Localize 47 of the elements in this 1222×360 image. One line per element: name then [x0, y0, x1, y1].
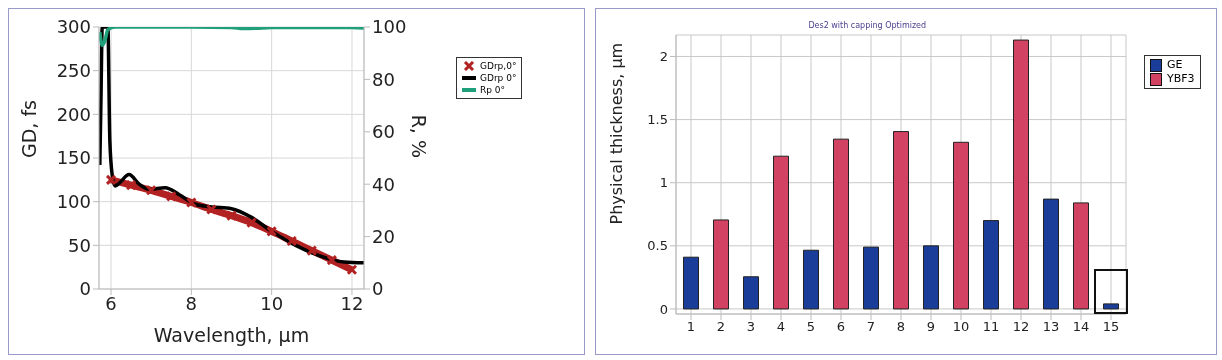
y-tick-label: 50 — [68, 234, 91, 256]
x-tick-label: 12 — [1012, 319, 1030, 335]
x-tick-label: 7 — [866, 319, 876, 335]
y2-tick-label: 40 — [372, 173, 395, 195]
x-tick-label: 4 — [776, 319, 786, 335]
y2-tick-label: 100 — [372, 16, 407, 38]
y-tick-label: 1 — [659, 175, 668, 191]
x-tick-label: 9 — [926, 319, 936, 335]
x-tick-label: 10 — [260, 292, 284, 314]
y2-tick-label: 60 — [372, 121, 395, 143]
legend-label: Rp 0° — [479, 84, 507, 96]
y-tick-label: 0.5 — [647, 238, 668, 254]
x-tick-label: 12 — [340, 292, 364, 314]
x-tick-label: 5 — [806, 319, 816, 335]
y-tick-label: 2 — [659, 49, 668, 65]
y2-tick-label: 80 — [372, 68, 395, 90]
y-tick-label: 0 — [659, 301, 668, 317]
y-tick-label: 300 — [56, 16, 91, 38]
y-tick-label: 1.5 — [647, 112, 668, 128]
y2-tick-label: 0 — [372, 278, 384, 300]
x-tick-label: 11 — [982, 319, 1000, 335]
x-tick-label: 6 — [105, 292, 117, 314]
y-axis-title: Physical thickness, μm — [606, 42, 626, 225]
y-tick-label: 150 — [56, 147, 91, 169]
legend-label: YBF3 — [1166, 72, 1195, 86]
x-tick-label: 10 — [952, 319, 970, 335]
x-tick-label: 1 — [686, 319, 696, 335]
y-tick-label: 100 — [56, 191, 91, 213]
x-tick-label: 8 — [185, 292, 198, 314]
x-tick-label: 2 — [716, 319, 726, 335]
x-tick-label: 13 — [1042, 319, 1060, 335]
x-tick-label: 14 — [1072, 319, 1090, 335]
x-axis-title: Wavelength, μm — [153, 324, 310, 346]
y2-tick-label: 20 — [372, 225, 395, 247]
y-tick-label: 250 — [56, 60, 91, 82]
x-tick-label: 6 — [836, 319, 846, 335]
legend-label: GDrp,0° — [479, 60, 517, 72]
chart-title: Des2 with capping Optimized — [807, 21, 928, 30]
legend-label: GE — [1166, 58, 1184, 72]
x-tick-label: 8 — [896, 319, 906, 335]
legend-label: GDrp 0° — [479, 72, 517, 84]
y-axis-title: GD, fs — [17, 99, 40, 158]
y-tick-label: 200 — [56, 103, 91, 125]
x-tick-label: 3 — [746, 319, 756, 335]
x-tick-label: 15 — [1102, 319, 1120, 335]
y2-axis-title: R, % — [408, 114, 431, 158]
y-tick-label: 0 — [79, 278, 91, 300]
